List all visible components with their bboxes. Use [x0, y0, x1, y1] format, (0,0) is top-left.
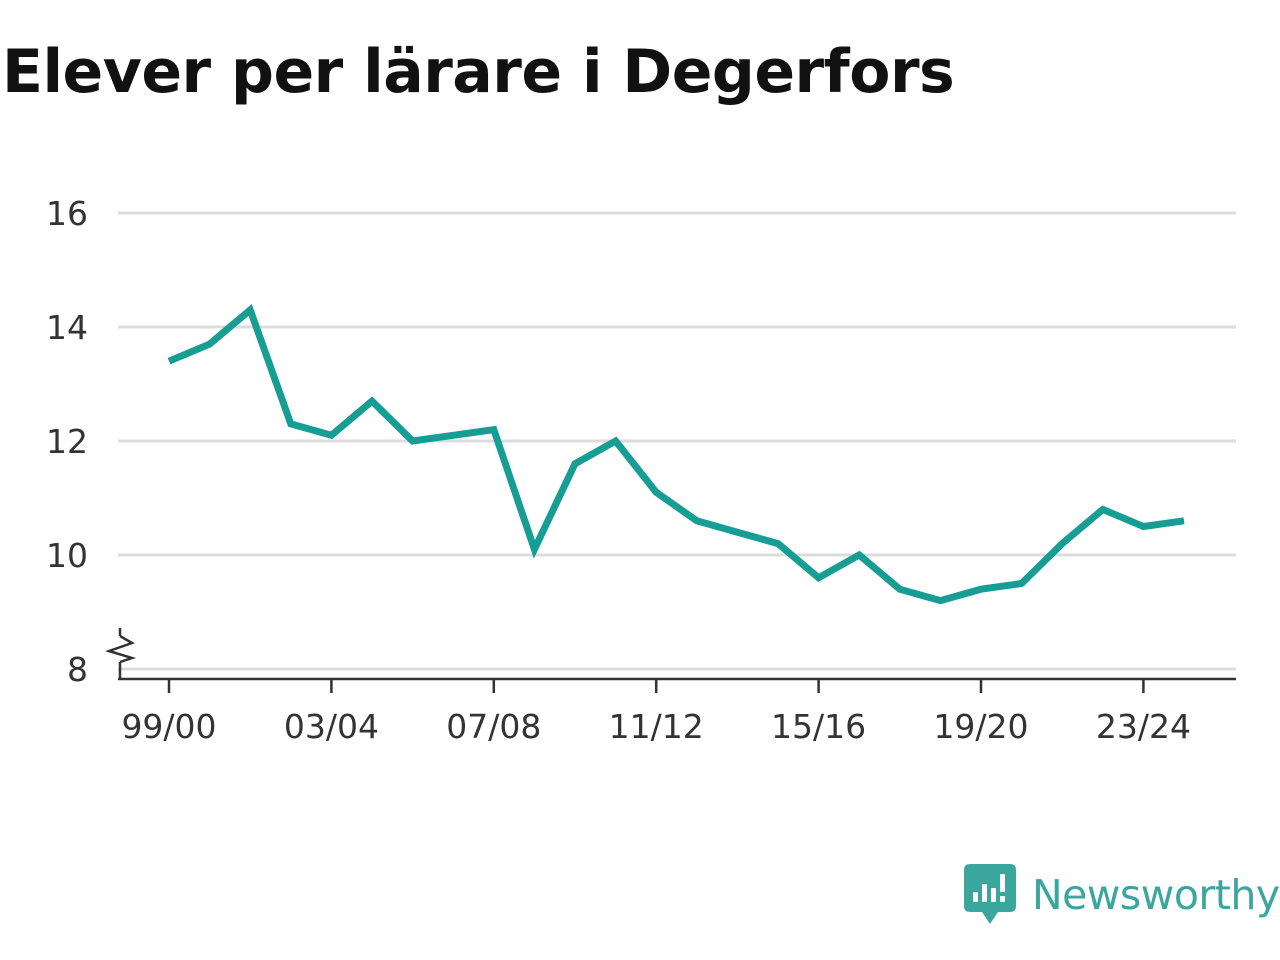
series-line-0	[167, 303, 1185, 605]
y-tick-label-12: 12	[46, 422, 88, 461]
y-tick-label-16: 16	[46, 194, 88, 233]
x-tick-label-99-00: 99/00	[121, 707, 216, 746]
y-tick-label-10: 10	[46, 536, 88, 575]
y-tick-label-14: 14	[46, 308, 88, 347]
y-axis-break-zigzag	[104, 634, 137, 664]
gridlines	[118, 211, 1236, 671]
x-tick-label-03-04: 03/04	[284, 707, 379, 746]
newsworthy-logo-text: Newsworthy	[1032, 870, 1280, 919]
x-tick-label-19-20: 19/20	[933, 707, 1028, 746]
newsworthy-logo: Newsworthy	[964, 864, 1280, 926]
y-axis-tick-labels: 8 10 12 14 16	[46, 194, 88, 689]
x-tick-label-07-08: 07/08	[446, 707, 541, 746]
y-tick-label-8: 8	[67, 650, 88, 689]
x-axis-ticks: 99/00 03/04 07/08 11/12 15/16 19/20 23/24	[121, 679, 1191, 746]
x-tick-label-15-16: 15/16	[771, 707, 866, 746]
newsworthy-logo-icon	[964, 864, 1016, 924]
line-chart: 8 10 12 14 16 99/00 03/04 07/08 11/12 15/16 19/20…	[46, 194, 1236, 746]
x-tick-label-11-12: 11/12	[609, 707, 704, 746]
x-tick-label-23-24: 23/24	[1096, 707, 1191, 746]
axes	[104, 628, 1236, 681]
series-lines	[167, 303, 1185, 605]
chart-title: Elever per lärare i Degerfors	[2, 37, 955, 107]
